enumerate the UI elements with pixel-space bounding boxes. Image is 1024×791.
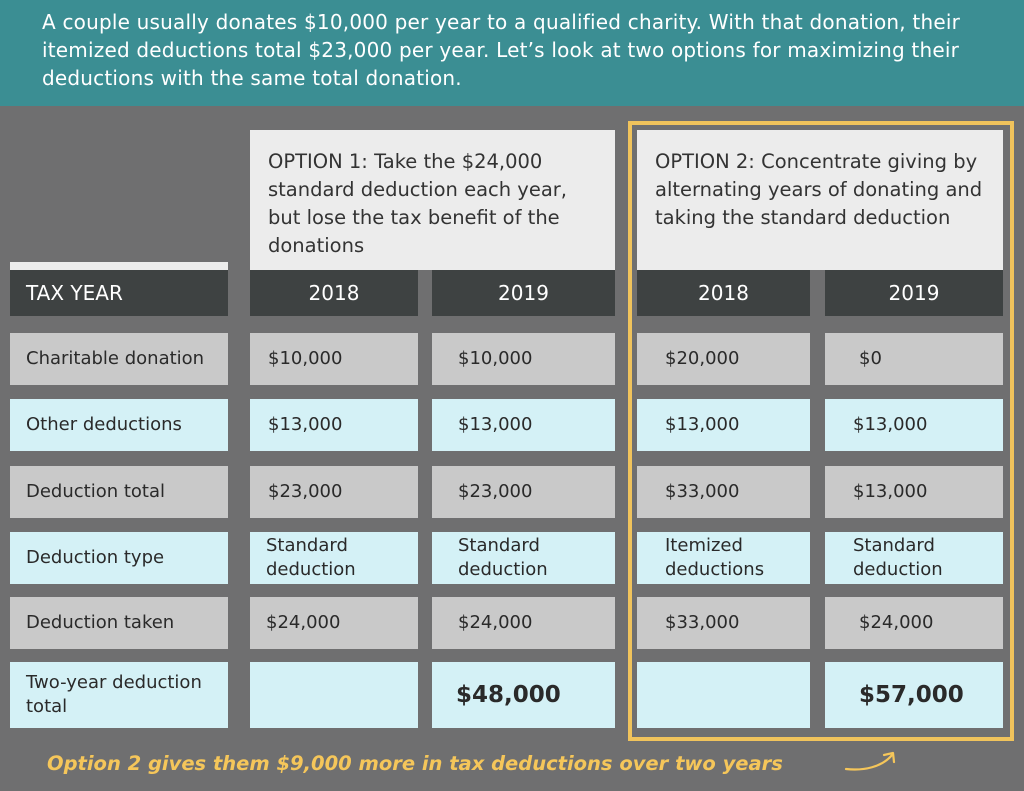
cell-opt2-2018-donation: $20,000 (637, 333, 810, 385)
row-label-deduction-taken: Deduction taken (10, 597, 228, 649)
cell-opt1-2019-total: $23,000 (432, 466, 615, 518)
curved-arrow-icon (844, 751, 896, 771)
cell-opt2-two-year-total: $57,000 (825, 662, 1003, 728)
cell-opt1-2019-type: Standard deduction (432, 532, 615, 584)
cell-opt2-2019-total: $13,000 (825, 466, 1003, 518)
cell-opt1-2018-taken: $24,000 (250, 597, 418, 649)
cell-opt2-2019-type: Standard deduction (825, 532, 1003, 584)
cell-opt1-2019-other: $13,000 (432, 399, 615, 451)
cell-opt1-two-year-total: $48,000 (432, 662, 615, 728)
intro-banner: A couple usually donates $10,000 per yea… (0, 0, 1024, 106)
row-label-other-deductions: Other deductions (10, 399, 228, 451)
row-label-deduction-total: Deduction total (10, 466, 228, 518)
cell-opt2-2018-taken: $33,000 (637, 597, 810, 649)
year-header-opt2-2019: 2019 (825, 270, 1003, 316)
row-label-two-year-total: Two-year deduction total (10, 662, 228, 728)
tax-year-header: TAX YEAR (10, 270, 228, 316)
cell-opt1-2018-type: Standard deduction (250, 532, 418, 584)
cell-opt1-2018-total: $23,000 (250, 466, 418, 518)
year-header-opt2-2018: 2018 (637, 270, 810, 316)
label-column-panel (10, 262, 228, 270)
cell-opt2-2019-donation: $0 (825, 333, 1003, 385)
cell-opt1-2019-donation: $10,000 (432, 333, 615, 385)
cell-opt2-2019-taken: $24,000 (825, 597, 1003, 649)
option2-highlight-frame (628, 121, 1014, 741)
cell-opt2-2019-other: $13,000 (825, 399, 1003, 451)
row-label-charitable-donation: Charitable donation (10, 333, 228, 385)
option2-heading: OPTION 2: Concentrate giving by alternat… (637, 130, 1003, 270)
footer-note: Option 2 gives them $9,000 more in tax d… (47, 752, 783, 775)
year-header-opt1-2019: 2019 (432, 270, 615, 316)
year-header-opt1-2018: 2018 (250, 270, 418, 316)
cell-opt2-2018-two-year (637, 662, 810, 728)
cell-opt1-2019-taken: $24,000 (432, 597, 615, 649)
cell-opt2-2018-total: $33,000 (637, 466, 810, 518)
cell-opt1-2018-donation: $10,000 (250, 333, 418, 385)
option1-heading: OPTION 1: Take the $24,000 standard dedu… (250, 130, 615, 270)
cell-opt1-2018-other: $13,000 (250, 399, 418, 451)
cell-opt2-2018-type: Itemized deductions (637, 532, 810, 584)
cell-opt1-2018-two-year (250, 662, 418, 728)
row-label-deduction-type: Deduction type (10, 532, 228, 584)
cell-opt2-2018-other: $13,000 (637, 399, 810, 451)
